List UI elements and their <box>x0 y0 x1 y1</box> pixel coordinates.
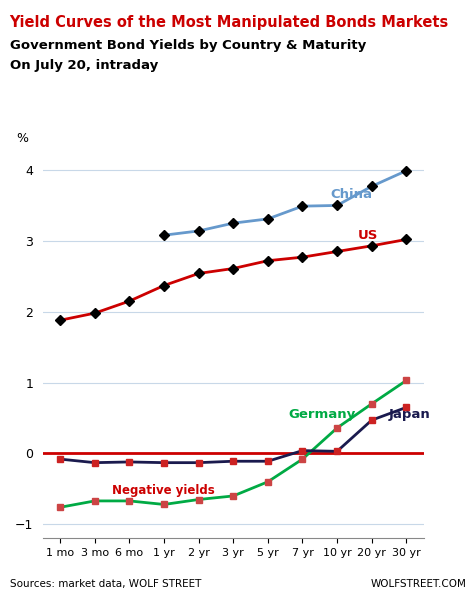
Text: %: % <box>16 132 28 145</box>
Text: US: US <box>358 228 378 242</box>
Text: Government Bond Yields by Country & Maturity: Government Bond Yields by Country & Matu… <box>10 39 366 52</box>
Text: Sources: market data, WOLF STREET: Sources: market data, WOLF STREET <box>10 579 201 589</box>
Text: WOLFSTREET.COM: WOLFSTREET.COM <box>371 579 466 589</box>
Text: On July 20, intraday: On July 20, intraday <box>10 60 158 73</box>
Text: Germany: Germany <box>288 408 356 421</box>
Text: Negative yields: Negative yields <box>112 484 215 497</box>
Text: Yield Curves of the Most Manipulated Bonds Markets: Yield Curves of the Most Manipulated Bon… <box>10 15 449 30</box>
Text: China: China <box>330 188 372 201</box>
Text: Japan: Japan <box>389 408 431 421</box>
